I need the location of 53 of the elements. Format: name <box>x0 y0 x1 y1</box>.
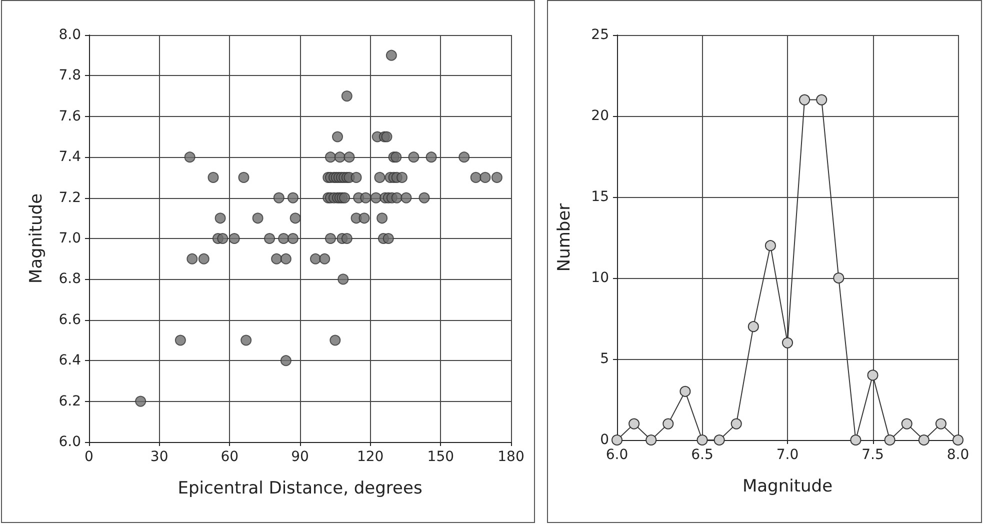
y-tick-label: 6.0 <box>58 434 81 450</box>
x-tick-label: 150 <box>427 449 454 465</box>
point <box>952 434 964 446</box>
x-tick-label: 60 <box>220 449 239 465</box>
x-axis-title: Magnitude <box>742 476 833 496</box>
y-tick-label: 7.6 <box>58 108 82 124</box>
point <box>816 94 828 106</box>
x-tick-label: 180 <box>498 449 524 465</box>
point <box>884 434 896 446</box>
point <box>680 386 691 397</box>
point <box>867 370 878 381</box>
point <box>935 418 946 430</box>
x-tick-label: 30 <box>150 449 168 465</box>
point <box>662 418 674 430</box>
point <box>628 418 640 430</box>
point <box>901 418 912 430</box>
y-tick-label: 6.4 <box>58 352 82 369</box>
point <box>850 434 862 446</box>
point <box>918 434 930 446</box>
y-tick-label: 25 <box>591 27 609 43</box>
y-tick-label: 8.0 <box>58 27 81 43</box>
y-tick-label: 7.0 <box>58 230 81 246</box>
y-tick-label: 15 <box>591 189 609 205</box>
y-tick-label: 20 <box>591 108 609 124</box>
point <box>612 434 622 446</box>
y-tick-label: 7.8 <box>58 68 81 84</box>
y-tick-label: 10 <box>591 270 609 286</box>
point <box>799 94 810 106</box>
y-tick-label: 6.2 <box>58 393 81 410</box>
y-tick-label: 5 <box>600 351 609 367</box>
y-axis-title: Number <box>554 203 574 272</box>
y-tick-label: 0 <box>600 432 609 448</box>
x-axis-title: Epicentral Distance, degrees <box>178 478 422 498</box>
point <box>646 434 657 446</box>
x-tick-label: 7.5 <box>862 447 884 463</box>
y-tick-label: 6.8 <box>58 271 81 288</box>
point <box>782 337 793 348</box>
x-tick-label: 120 <box>356 449 384 465</box>
x-tick-label: 7.0 <box>776 447 799 463</box>
point <box>714 434 725 446</box>
point <box>730 418 742 430</box>
point <box>764 240 776 252</box>
point <box>833 272 844 284</box>
x-tick-label: 0 <box>84 449 94 465</box>
y-tick-label: 7.4 <box>58 149 82 166</box>
x-tick-label: 8.0 <box>946 447 970 463</box>
point <box>696 434 708 446</box>
x-tick-label: 6.5 <box>691 447 714 463</box>
point <box>748 321 759 332</box>
y-axis-title: Magnitude <box>26 193 46 284</box>
x-tick-label: 90 <box>291 449 309 465</box>
y-tick-label: 7.2 <box>58 190 81 206</box>
y-tick-label: 6.6 <box>58 312 82 328</box>
